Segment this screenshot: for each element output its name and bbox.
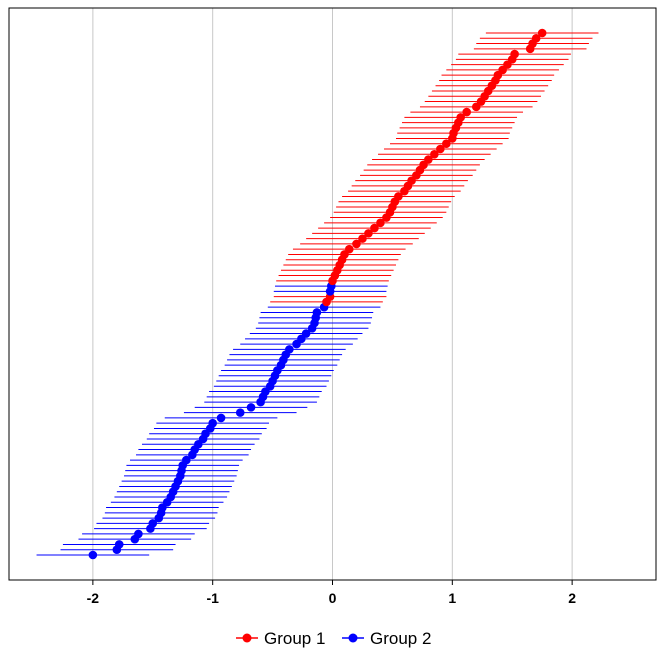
tick-label-x-0: 0: [329, 590, 337, 606]
point-series-1-point-46: [510, 49, 519, 59]
legend-label-group-1: Group 1: [264, 629, 325, 648]
point-series-2-point-7: [148, 519, 158, 528]
point-series-1-point-27: [430, 149, 439, 159]
point-series-2-point-5: [134, 529, 143, 539]
tick-label-x-1: 1: [448, 590, 456, 606]
point-series-2-point-19: [182, 455, 191, 465]
point-series-2-point-47: [312, 308, 322, 317]
point-series-1-point-34: [456, 113, 466, 122]
point-series-2-point-27: [216, 413, 226, 423]
legend: Group 1 Group 2: [236, 629, 431, 648]
point-series-1-point-35: [462, 107, 471, 117]
point-series-1-point-11: [358, 234, 367, 243]
point-series-1-point-19: [394, 192, 403, 201]
point-series-2-point-40: [285, 345, 294, 354]
point-series-1-point-13: [370, 223, 379, 233]
point-series-2-point-28: [235, 408, 245, 417]
point-series-1-point-14: [376, 218, 385, 228]
tick-label-x-2: 2: [568, 590, 576, 606]
point-series-2-point-3: [114, 540, 124, 549]
point-series-2-point-1: [88, 550, 98, 560]
point-series-1-point-49: [531, 33, 541, 43]
legend-swatch-group-1-marker: [242, 633, 252, 643]
point-series-1-point-50: [537, 28, 547, 38]
legend-swatch-group-2-marker: [348, 633, 358, 643]
point-series-1-point-9: [344, 244, 354, 254]
point-series-2-point-43: [301, 329, 311, 338]
point-series-2-point-29: [246, 403, 256, 412]
point-series-1-point-26: [424, 155, 433, 164]
tick-label-x--2: -2: [87, 590, 100, 606]
point-series-2-point-26: [208, 418, 217, 428]
point-series-1-point-29: [442, 139, 451, 149]
x-axis-ticks: -2 -1 0 1 2: [87, 580, 576, 606]
legend-label-group-2: Group 2: [370, 629, 431, 648]
tick-label-x--1: -1: [206, 590, 219, 606]
point-series-1-point-12: [364, 229, 373, 238]
point-series-1-point-10: [352, 239, 361, 249]
data-points: [88, 28, 547, 560]
point-series-1-point-28: [436, 144, 445, 154]
